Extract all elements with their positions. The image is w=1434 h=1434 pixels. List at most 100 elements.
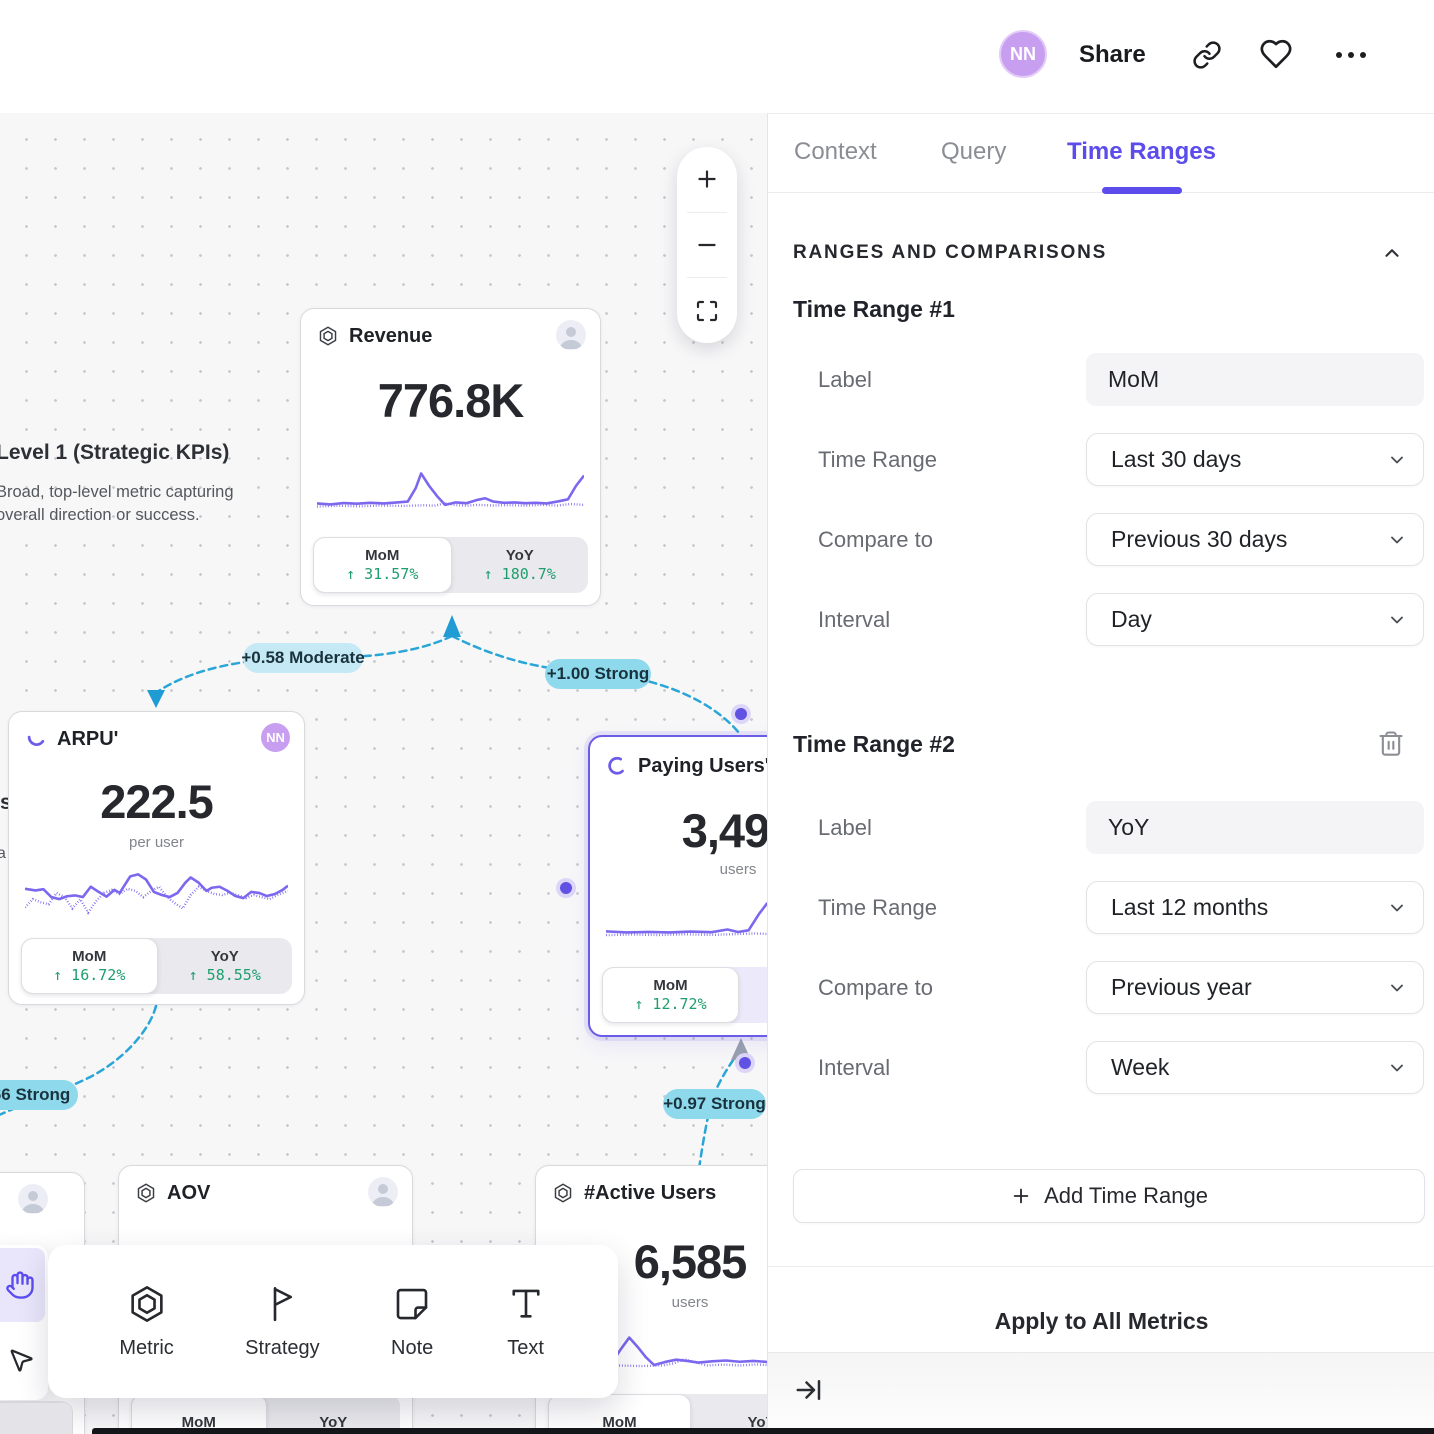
collapse-panel-button[interactable] bbox=[794, 1375, 824, 1405]
hand-tool-button[interactable] bbox=[0, 1248, 45, 1322]
interval-select[interactable]: Week bbox=[1086, 1041, 1424, 1094]
time-range-select[interactable]: Last 30 days bbox=[1086, 433, 1424, 486]
metric-card-revenue[interactable]: Revenue 776.8K MoM ↑ 31.57% YoY ↑ 180.7% bbox=[300, 308, 601, 606]
trash-icon bbox=[1379, 731, 1403, 756]
add-note-button[interactable]: Note bbox=[391, 1283, 433, 1360]
card-title: Revenue bbox=[349, 324, 433, 347]
tool-label: Note bbox=[391, 1337, 434, 1359]
time-range-2-title: Time Range #2 bbox=[793, 731, 955, 757]
card-title: Paying Users' bbox=[638, 754, 767, 777]
time-range-select[interactable]: Last 12 months bbox=[1086, 881, 1424, 934]
add-text-button[interactable]: Text bbox=[505, 1283, 547, 1360]
pill-label: MoM bbox=[72, 948, 107, 965]
select-value: Week bbox=[1111, 1054, 1170, 1080]
share-button[interactable]: Share bbox=[1079, 41, 1146, 68]
clipped-tab-stub bbox=[0, 1402, 73, 1434]
copy-link-button[interactable] bbox=[1192, 40, 1222, 70]
select-tool-button[interactable] bbox=[0, 1324, 45, 1398]
field-label: Time Range bbox=[818, 447, 938, 472]
arrowhead-into-arpu bbox=[147, 690, 165, 708]
active-tab-underline bbox=[1102, 187, 1182, 194]
metric-hexagon-icon bbox=[552, 1182, 574, 1204]
delete-time-range-button[interactable] bbox=[1377, 729, 1405, 757]
owner-avatar-icon[interactable] bbox=[556, 320, 586, 350]
correlation-badge[interactable]: +0.97 Strong bbox=[663, 1089, 766, 1119]
mom-toggle[interactable]: MoM ↑ 12.72% bbox=[602, 967, 739, 1023]
metric-tree-canvas[interactable]: Level 1 (Strategic KPIs) Broad, top-leve… bbox=[0, 0, 767, 1434]
metric-unit: users bbox=[671, 1294, 709, 1311]
add-metric-button[interactable]: Metric bbox=[119, 1283, 174, 1360]
pill-value: ↑ 58.55% bbox=[188, 966, 261, 984]
connection-dot bbox=[560, 882, 572, 894]
tool-label: Text bbox=[507, 1337, 544, 1359]
more-menu-button[interactable] bbox=[1333, 42, 1369, 68]
plus-icon bbox=[1013, 1188, 1029, 1204]
top-header: NN Share bbox=[0, 0, 1434, 113]
sparkline-chart bbox=[25, 864, 288, 926]
field-label: Time Range bbox=[818, 895, 938, 920]
pill-label: YoY bbox=[747, 1413, 767, 1431]
interval-select[interactable]: Day bbox=[1086, 593, 1424, 646]
user-avatar[interactable]: NN bbox=[999, 30, 1047, 78]
correlation-badge[interactable]: +0.66 Strong bbox=[0, 1080, 78, 1110]
pill-label: MoM bbox=[602, 1413, 637, 1431]
metric-card-arpu[interactable]: ARPU' NN 222.5 per user MoM ↑ 16.72% YoY… bbox=[8, 711, 305, 1005]
field-label: Compare to bbox=[818, 975, 933, 1000]
apply-to-all-metrics-button[interactable]: Apply to All Metrics bbox=[994, 1308, 1209, 1334]
metric-value: 3,496 bbox=[681, 804, 767, 857]
divider bbox=[687, 211, 727, 213]
panel-tabs: Context Query Time Ranges bbox=[768, 113, 1434, 194]
note-icon bbox=[396, 1288, 428, 1320]
tool-label: Metric bbox=[119, 1337, 174, 1359]
pill-label: YoY bbox=[505, 547, 534, 564]
metric-arc-icon bbox=[606, 755, 628, 777]
correlation-badge[interactable]: +0.58 Moderate bbox=[241, 643, 365, 673]
clipped-text-fragment: a bbox=[0, 845, 6, 862]
sparkline-chart bbox=[317, 459, 584, 521]
field-label: Label bbox=[818, 815, 872, 840]
metric-hexagon-icon bbox=[135, 1182, 157, 1204]
tab-time-ranges[interactable]: Time Ranges bbox=[1067, 138, 1216, 165]
field-label: Interval bbox=[818, 1055, 891, 1080]
label-input[interactable]: YoY bbox=[1086, 801, 1424, 854]
compare-to-select[interactable]: Previous 30 days bbox=[1086, 513, 1424, 566]
add-strategy-button[interactable]: Strategy bbox=[245, 1283, 320, 1360]
metric-card-paying-users[interactable]: Paying Users' 3,496 users MoM ↑ 12.72% bbox=[588, 735, 767, 1037]
pill-value: ↑ 12.72% bbox=[634, 995, 707, 1013]
collapse-section-button[interactable] bbox=[1381, 242, 1403, 264]
tool-label: Strategy bbox=[245, 1337, 320, 1359]
mom-toggle[interactable]: MoM ↑ 31.57% bbox=[313, 537, 452, 593]
zoom-out-button[interactable] bbox=[677, 213, 737, 278]
label-input[interactable]: MoM bbox=[1086, 353, 1424, 406]
mom-toggle[interactable]: MoM bbox=[548, 1394, 691, 1434]
tab-query[interactable]: Query bbox=[941, 138, 1007, 165]
select-value: Previous 30 days bbox=[1111, 526, 1288, 552]
mom-toggle[interactable]: MoM ↑ 16.72% bbox=[21, 938, 158, 994]
yoy-toggle[interactable]: YoY ↑ 180.7% bbox=[452, 537, 589, 593]
compare-to-select[interactable]: Previous year bbox=[1086, 961, 1424, 1014]
owner-avatar-icon[interactable] bbox=[18, 1184, 48, 1214]
fit-view-button[interactable] bbox=[677, 278, 737, 343]
metric-hexagon-icon bbox=[317, 325, 339, 347]
pill-label: MoM bbox=[653, 977, 688, 994]
window-bottom-edge bbox=[92, 1428, 1434, 1434]
zoom-in-button[interactable] bbox=[677, 147, 737, 212]
favorite-button[interactable] bbox=[1259, 37, 1293, 71]
cursor-icon bbox=[10, 1349, 33, 1372]
yoy-toggle[interactable] bbox=[739, 967, 767, 1023]
add-time-range-label: Add Time Range bbox=[1044, 1183, 1208, 1208]
tab-context[interactable]: Context bbox=[794, 138, 877, 165]
owner-avatar-icon[interactable] bbox=[368, 1177, 398, 1207]
yoy-toggle[interactable]: YoY ↑ 58.55% bbox=[158, 938, 293, 994]
correlation-badge[interactable]: +1.00 Strong bbox=[545, 659, 651, 689]
yoy-toggle[interactable]: YoY bbox=[691, 1394, 767, 1434]
chevron-down-icon bbox=[1387, 530, 1407, 550]
arrow-to-line-icon bbox=[796, 1380, 821, 1400]
add-time-range-button[interactable]: Add Time Range bbox=[793, 1169, 1425, 1223]
pill-value: ↑ 180.7% bbox=[483, 565, 556, 583]
collaborator-avatar[interactable]: NN bbox=[261, 723, 290, 752]
panel-footer bbox=[768, 1352, 1434, 1434]
yoy-toggle[interactable]: YoY bbox=[267, 1394, 401, 1434]
chevron-down-icon bbox=[1387, 1058, 1407, 1078]
mom-toggle[interactable]: MoM bbox=[131, 1394, 267, 1434]
